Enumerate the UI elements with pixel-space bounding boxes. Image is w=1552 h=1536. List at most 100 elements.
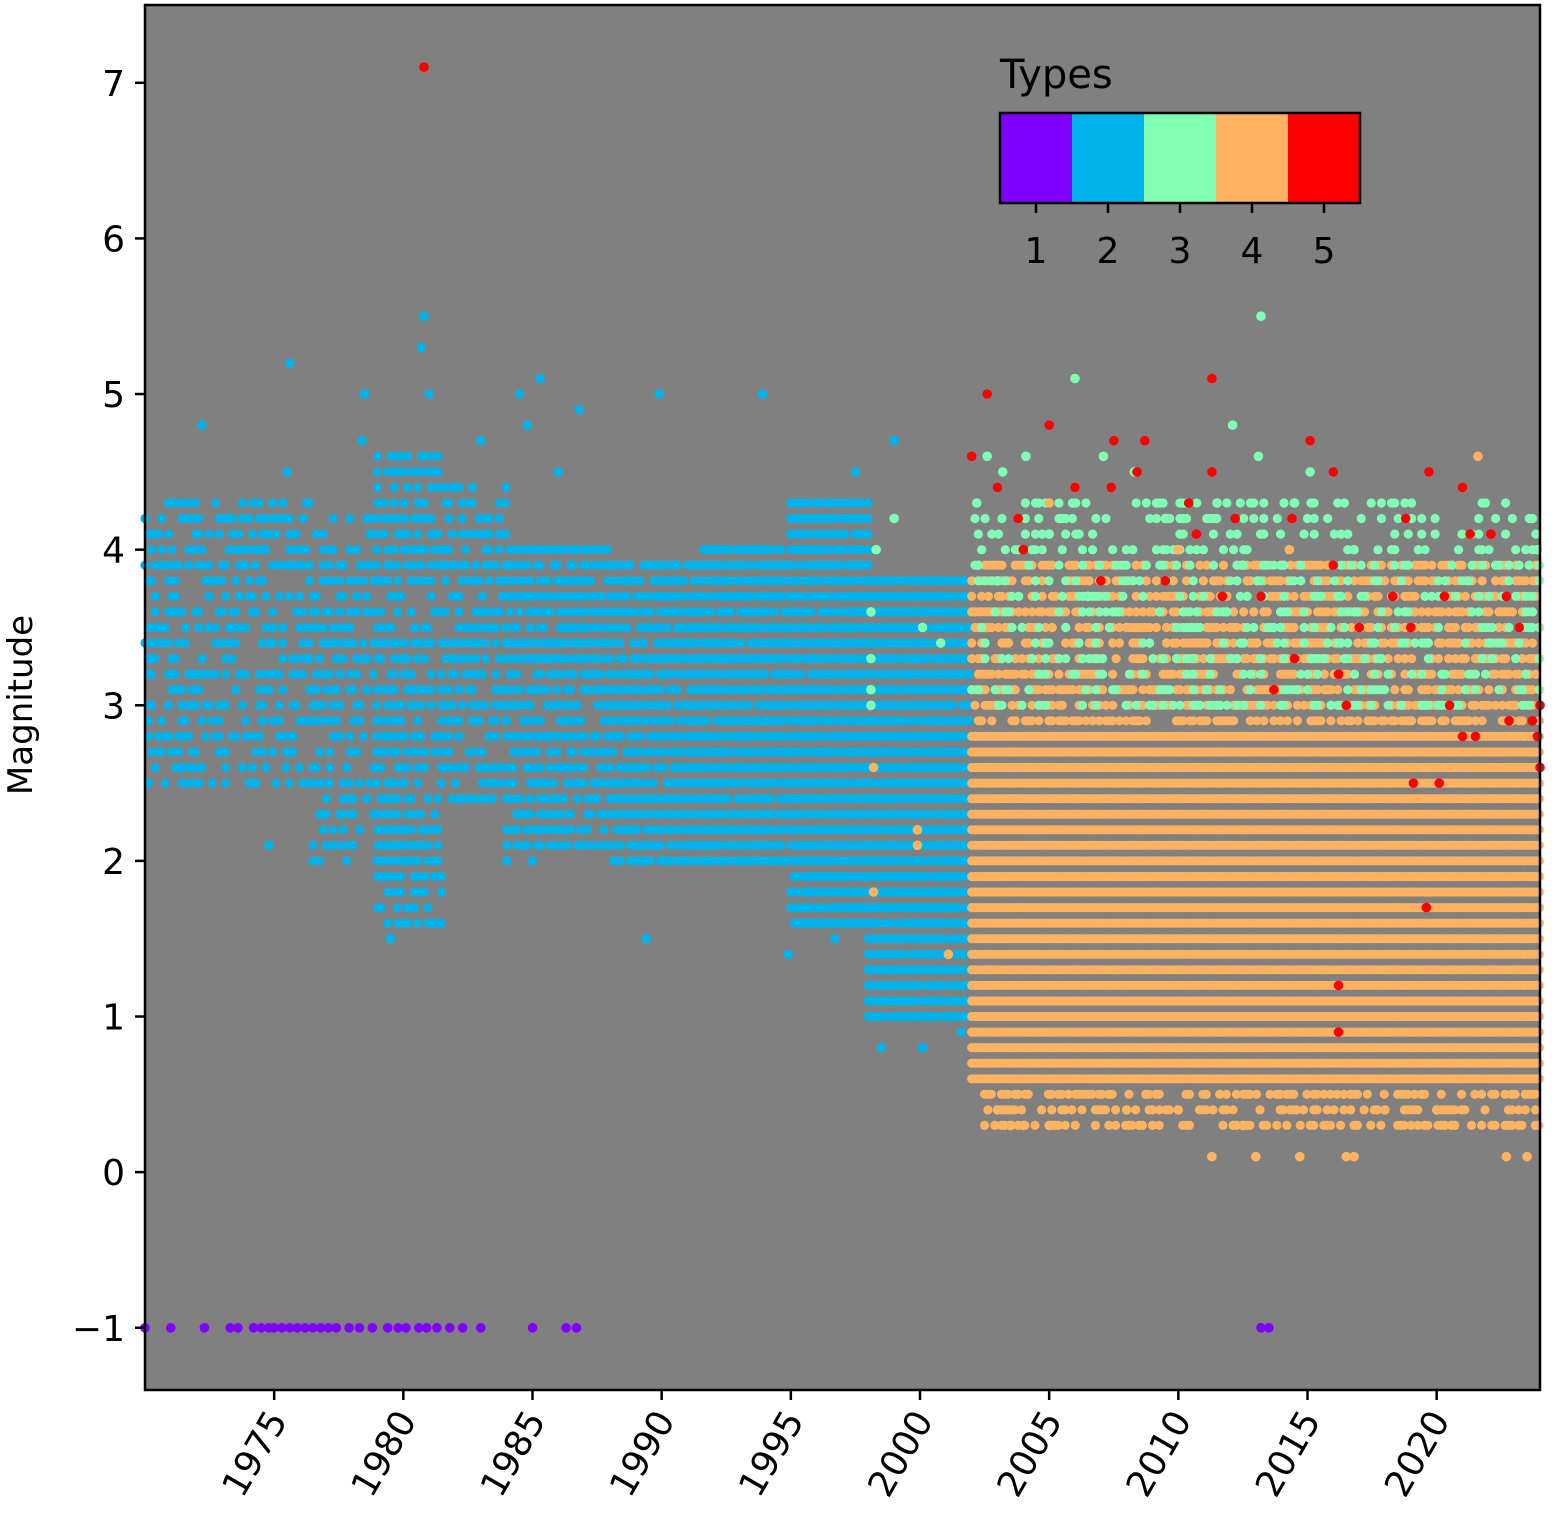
scatter-point (457, 638, 467, 648)
scatter-point (379, 529, 389, 539)
scatter-point (406, 856, 416, 866)
scatter-point (863, 529, 873, 539)
scatter-point (338, 809, 348, 819)
scatter-point (372, 545, 382, 555)
scatter-point (190, 747, 200, 757)
scatter-point (160, 622, 170, 633)
scatter-point (396, 591, 406, 601)
scatter-point (562, 778, 572, 788)
scatter-point (163, 498, 174, 508)
scatter-point (766, 794, 776, 804)
scatter-point (278, 654, 288, 664)
scatter-point (512, 622, 522, 633)
scatter-point (545, 607, 555, 617)
scatter-point (679, 716, 689, 726)
scatter-point (328, 545, 338, 555)
scatter-point (494, 607, 504, 617)
scatter-point (474, 576, 484, 586)
scatter-point (769, 778, 779, 788)
scatter-point (433, 482, 443, 492)
scatter-point (440, 560, 450, 570)
scatter-point (365, 513, 375, 524)
scatter-point (477, 778, 487, 788)
scatter-point (184, 731, 194, 742)
scatter-point (491, 762, 501, 773)
scatter-point (294, 591, 305, 601)
scatter-point (284, 591, 294, 601)
scatter-point (396, 700, 406, 710)
scatter-point (335, 638, 345, 648)
scatter-point (372, 700, 382, 710)
scatter-point (596, 622, 606, 633)
scatter-point (525, 576, 535, 586)
scatter-point (321, 809, 331, 819)
scatter-point (632, 825, 642, 835)
scatter-point (732, 747, 743, 757)
scatter-point (635, 747, 645, 757)
scatter-point (569, 560, 579, 570)
scatter-point (338, 654, 348, 664)
scatter-point (605, 762, 615, 773)
scatter-point (672, 560, 682, 570)
scatter-point (311, 622, 321, 633)
scatter-point (419, 545, 430, 555)
scatter-point (426, 513, 436, 524)
scatter-point (237, 513, 247, 524)
scatter-point (675, 747, 686, 757)
scatter-point (444, 747, 454, 757)
scatter-point (348, 685, 358, 695)
scatter-point (433, 607, 443, 617)
scatter-point (645, 856, 655, 866)
scatter-point (257, 716, 268, 726)
scatter-point (423, 825, 433, 835)
scatter-point (719, 731, 729, 742)
scatter-point (393, 560, 403, 570)
scatter-point (204, 591, 214, 601)
scatter-point (565, 654, 576, 664)
scatter-point (311, 607, 321, 617)
scatter-point (318, 622, 328, 633)
scatter-point (615, 840, 625, 850)
scatter-point (579, 778, 589, 788)
scatter-point (444, 685, 454, 695)
scatter-point (559, 654, 569, 664)
scatter-point (562, 840, 572, 850)
scatter-point (559, 545, 569, 555)
scatter-point (426, 591, 436, 601)
scatter-point (440, 607, 450, 617)
scatter-point (150, 607, 160, 617)
scatter-point (335, 669, 345, 679)
scatter-point (325, 762, 335, 773)
scatter-point (403, 467, 413, 477)
scatter-point (298, 669, 308, 679)
scatter-point (525, 700, 535, 710)
scatter-point (746, 794, 756, 804)
scatter-point (481, 638, 491, 648)
scatter-point (464, 794, 474, 804)
scatter-point (709, 856, 719, 866)
scatter-point (214, 731, 224, 742)
scatter-point (615, 638, 625, 648)
scatter-point (174, 638, 184, 648)
scatter-point (776, 545, 786, 555)
scatter-point (305, 560, 315, 570)
scatter-point (436, 716, 446, 726)
scatter-point (576, 840, 586, 850)
scatter-point (301, 716, 311, 726)
scatter-point (362, 794, 372, 804)
scatter-point (589, 747, 599, 757)
scatter-point (672, 685, 682, 695)
scatter-point (311, 669, 321, 679)
scatter-point (376, 903, 386, 913)
scatter-point (224, 545, 234, 555)
scatter-point (635, 576, 645, 586)
scatter-point (433, 856, 443, 866)
scatter-point (672, 825, 682, 835)
scatter-point (413, 529, 423, 539)
scatter-point (964, 669, 974, 679)
scatter-point (464, 529, 474, 539)
scatter-point (515, 685, 525, 695)
scatter-point (726, 545, 736, 555)
scatter-point (436, 887, 446, 897)
scatter-point (389, 498, 399, 508)
